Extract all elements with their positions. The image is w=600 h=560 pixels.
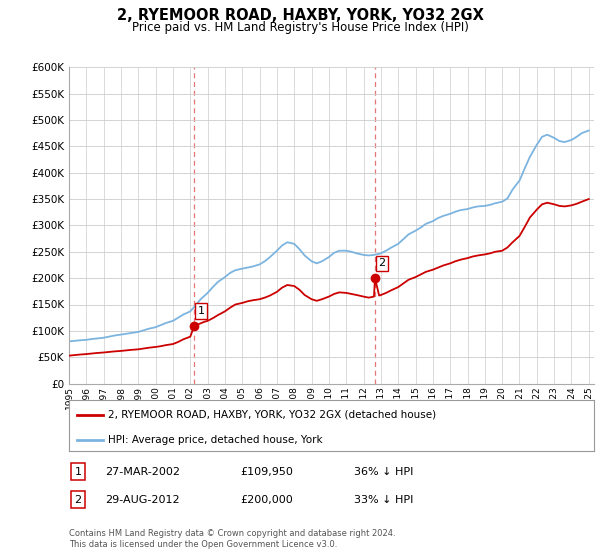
Text: 2: 2 [74,494,82,505]
Text: 29-AUG-2012: 29-AUG-2012 [105,494,179,505]
Text: Price paid vs. HM Land Registry's House Price Index (HPI): Price paid vs. HM Land Registry's House … [131,21,469,34]
Text: 1: 1 [198,306,205,316]
Text: 33% ↓ HPI: 33% ↓ HPI [354,494,413,505]
Text: 27-MAR-2002: 27-MAR-2002 [105,466,180,477]
Text: 36% ↓ HPI: 36% ↓ HPI [354,466,413,477]
Text: Contains HM Land Registry data © Crown copyright and database right 2024.
This d: Contains HM Land Registry data © Crown c… [69,529,395,549]
Text: £200,000: £200,000 [240,494,293,505]
Text: 1: 1 [74,466,82,477]
Text: 2: 2 [379,258,385,268]
Text: HPI: Average price, detached house, York: HPI: Average price, detached house, York [109,435,323,445]
Text: 2, RYEMOOR ROAD, HAXBY, YORK, YO32 2GX: 2, RYEMOOR ROAD, HAXBY, YORK, YO32 2GX [116,8,484,24]
Text: £109,950: £109,950 [240,466,293,477]
Text: 2, RYEMOOR ROAD, HAXBY, YORK, YO32 2GX (detached house): 2, RYEMOOR ROAD, HAXBY, YORK, YO32 2GX (… [109,409,437,419]
